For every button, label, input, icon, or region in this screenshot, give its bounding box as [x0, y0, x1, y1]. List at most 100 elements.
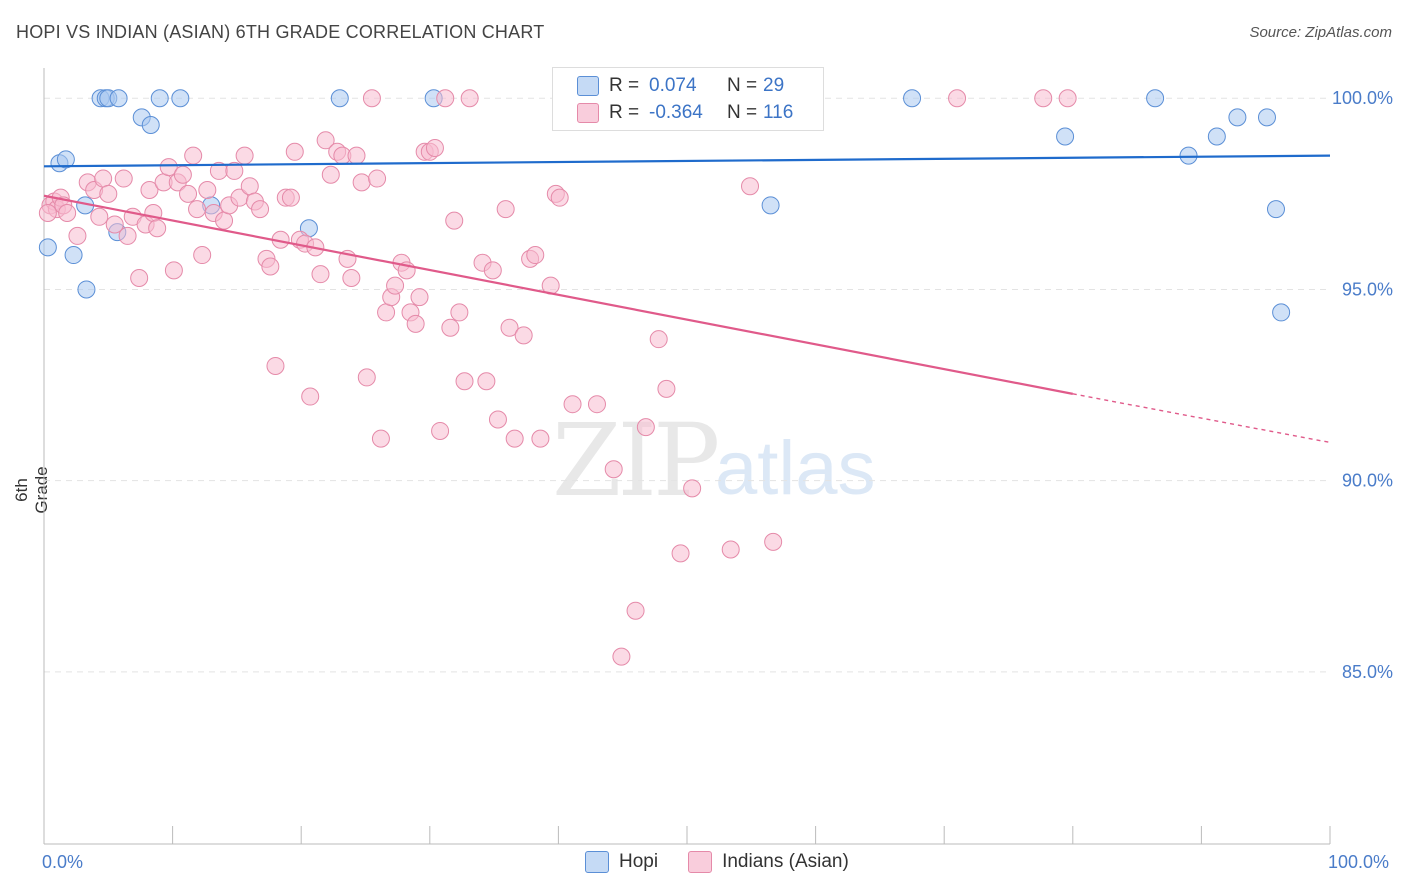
point-indian	[612, 647, 631, 666]
point-indian	[563, 395, 582, 414]
point-indian	[683, 479, 702, 498]
legend-swatch-indian	[688, 851, 713, 873]
point-hopi	[171, 89, 190, 108]
point-indian	[500, 318, 519, 337]
point-hopi	[38, 238, 57, 257]
point-indian	[173, 165, 192, 184]
point-indian	[266, 356, 285, 375]
point-indian	[357, 368, 376, 387]
point-indian	[362, 89, 381, 108]
point-indian	[130, 268, 149, 287]
legend-swatch-hopi	[577, 76, 599, 96]
trendline-extension-indian	[1072, 393, 1331, 444]
point-indian	[198, 181, 217, 200]
legend-item-hopi[interactable]: Hopi	[585, 851, 658, 873]
legend-swatch-indian	[577, 103, 599, 123]
point-indian	[114, 169, 133, 188]
point-indian	[240, 177, 259, 196]
point-indian	[531, 429, 550, 448]
point-hopi	[56, 150, 75, 169]
point-hopi	[1266, 200, 1285, 219]
legend-n-label: N =	[727, 75, 758, 96]
y-tick-label: 95.0%	[1342, 279, 1393, 299]
point-indian	[159, 158, 178, 177]
point-indian	[587, 395, 606, 414]
point-indian	[488, 410, 507, 429]
point-indian	[347, 146, 366, 165]
point-indian	[285, 142, 304, 161]
point-hopi	[64, 246, 83, 265]
point-indian	[235, 146, 254, 165]
point-indian	[649, 330, 668, 349]
x-tick-label-min: 0.0%	[42, 852, 84, 872]
point-indian	[215, 211, 234, 230]
point-indian	[68, 226, 87, 245]
point-indian	[436, 89, 455, 108]
point-hopi	[109, 89, 128, 108]
series-legend: Hopi Indians (Asian)	[585, 851, 879, 873]
legend-n-label: N =	[727, 102, 758, 123]
point-indian	[90, 207, 109, 226]
point-indian	[321, 165, 340, 184]
point-indian	[164, 261, 183, 280]
legend-item-indian[interactable]: Indians (Asian)	[688, 851, 849, 873]
stats-legend: R = 0.074 N = 29 R = -0.364 N = 116	[552, 67, 824, 131]
legend-n-value-indian: 116	[763, 102, 794, 123]
point-indian	[281, 188, 300, 207]
point-indian	[188, 200, 207, 219]
point-indian	[368, 169, 387, 188]
legend-swatch-hopi	[585, 851, 609, 873]
point-indian	[193, 246, 212, 265]
point-indian	[477, 372, 496, 391]
trendline-hopi	[43, 154, 1331, 168]
point-indian	[58, 203, 77, 222]
legend-r-label: R =	[609, 102, 640, 123]
point-indian	[179, 184, 198, 203]
point-indian	[604, 460, 623, 479]
point-hopi	[1228, 108, 1247, 127]
point-indian	[352, 173, 371, 192]
y-tick-label: 85.0%	[1342, 662, 1393, 682]
source-credit: Source: ZipAtlas.com	[1249, 24, 1392, 41]
legend-row-indian: R = -0.364 N = 116	[577, 100, 793, 126]
point-indian	[410, 288, 429, 307]
point-indian	[445, 211, 464, 230]
point-indian	[657, 379, 676, 398]
point-hopi	[761, 196, 780, 215]
point-indian	[148, 219, 167, 238]
y-tick-label: 100.0%	[1332, 88, 1393, 108]
legend-r-value-indian: -0.364	[649, 102, 703, 123]
point-indian	[261, 257, 280, 276]
point-indian	[741, 177, 760, 196]
point-indian	[371, 429, 390, 448]
legend-label-indian: Indians (Asian)	[722, 851, 849, 872]
legend-label-hopi: Hopi	[619, 851, 659, 872]
point-indian	[94, 169, 113, 188]
point-indian	[301, 387, 320, 406]
point-hopi	[1257, 108, 1276, 127]
point-hopi	[1272, 303, 1291, 322]
legend-r-value-hopi: 0.074	[649, 75, 697, 96]
x-tick-label-max: 100.0%	[1328, 852, 1390, 872]
point-indian	[450, 303, 469, 322]
point-indian	[496, 200, 515, 219]
watermark-zip: ZIP	[552, 402, 720, 519]
trendline-indian	[43, 194, 1074, 395]
point-indian	[526, 246, 545, 265]
point-indian	[251, 200, 270, 219]
point-indian	[764, 532, 783, 551]
point-indian	[406, 314, 425, 333]
point-indian	[514, 326, 533, 345]
point-indian	[140, 181, 159, 200]
point-indian	[184, 146, 203, 165]
point-indian	[38, 203, 57, 222]
point-hopi	[1146, 89, 1165, 108]
point-indian	[455, 372, 474, 391]
point-hopi	[77, 280, 96, 299]
point-indian	[636, 418, 655, 437]
point-indian	[386, 276, 405, 295]
point-hopi	[141, 116, 160, 135]
point-indian	[483, 261, 502, 280]
point-indian	[460, 89, 479, 108]
